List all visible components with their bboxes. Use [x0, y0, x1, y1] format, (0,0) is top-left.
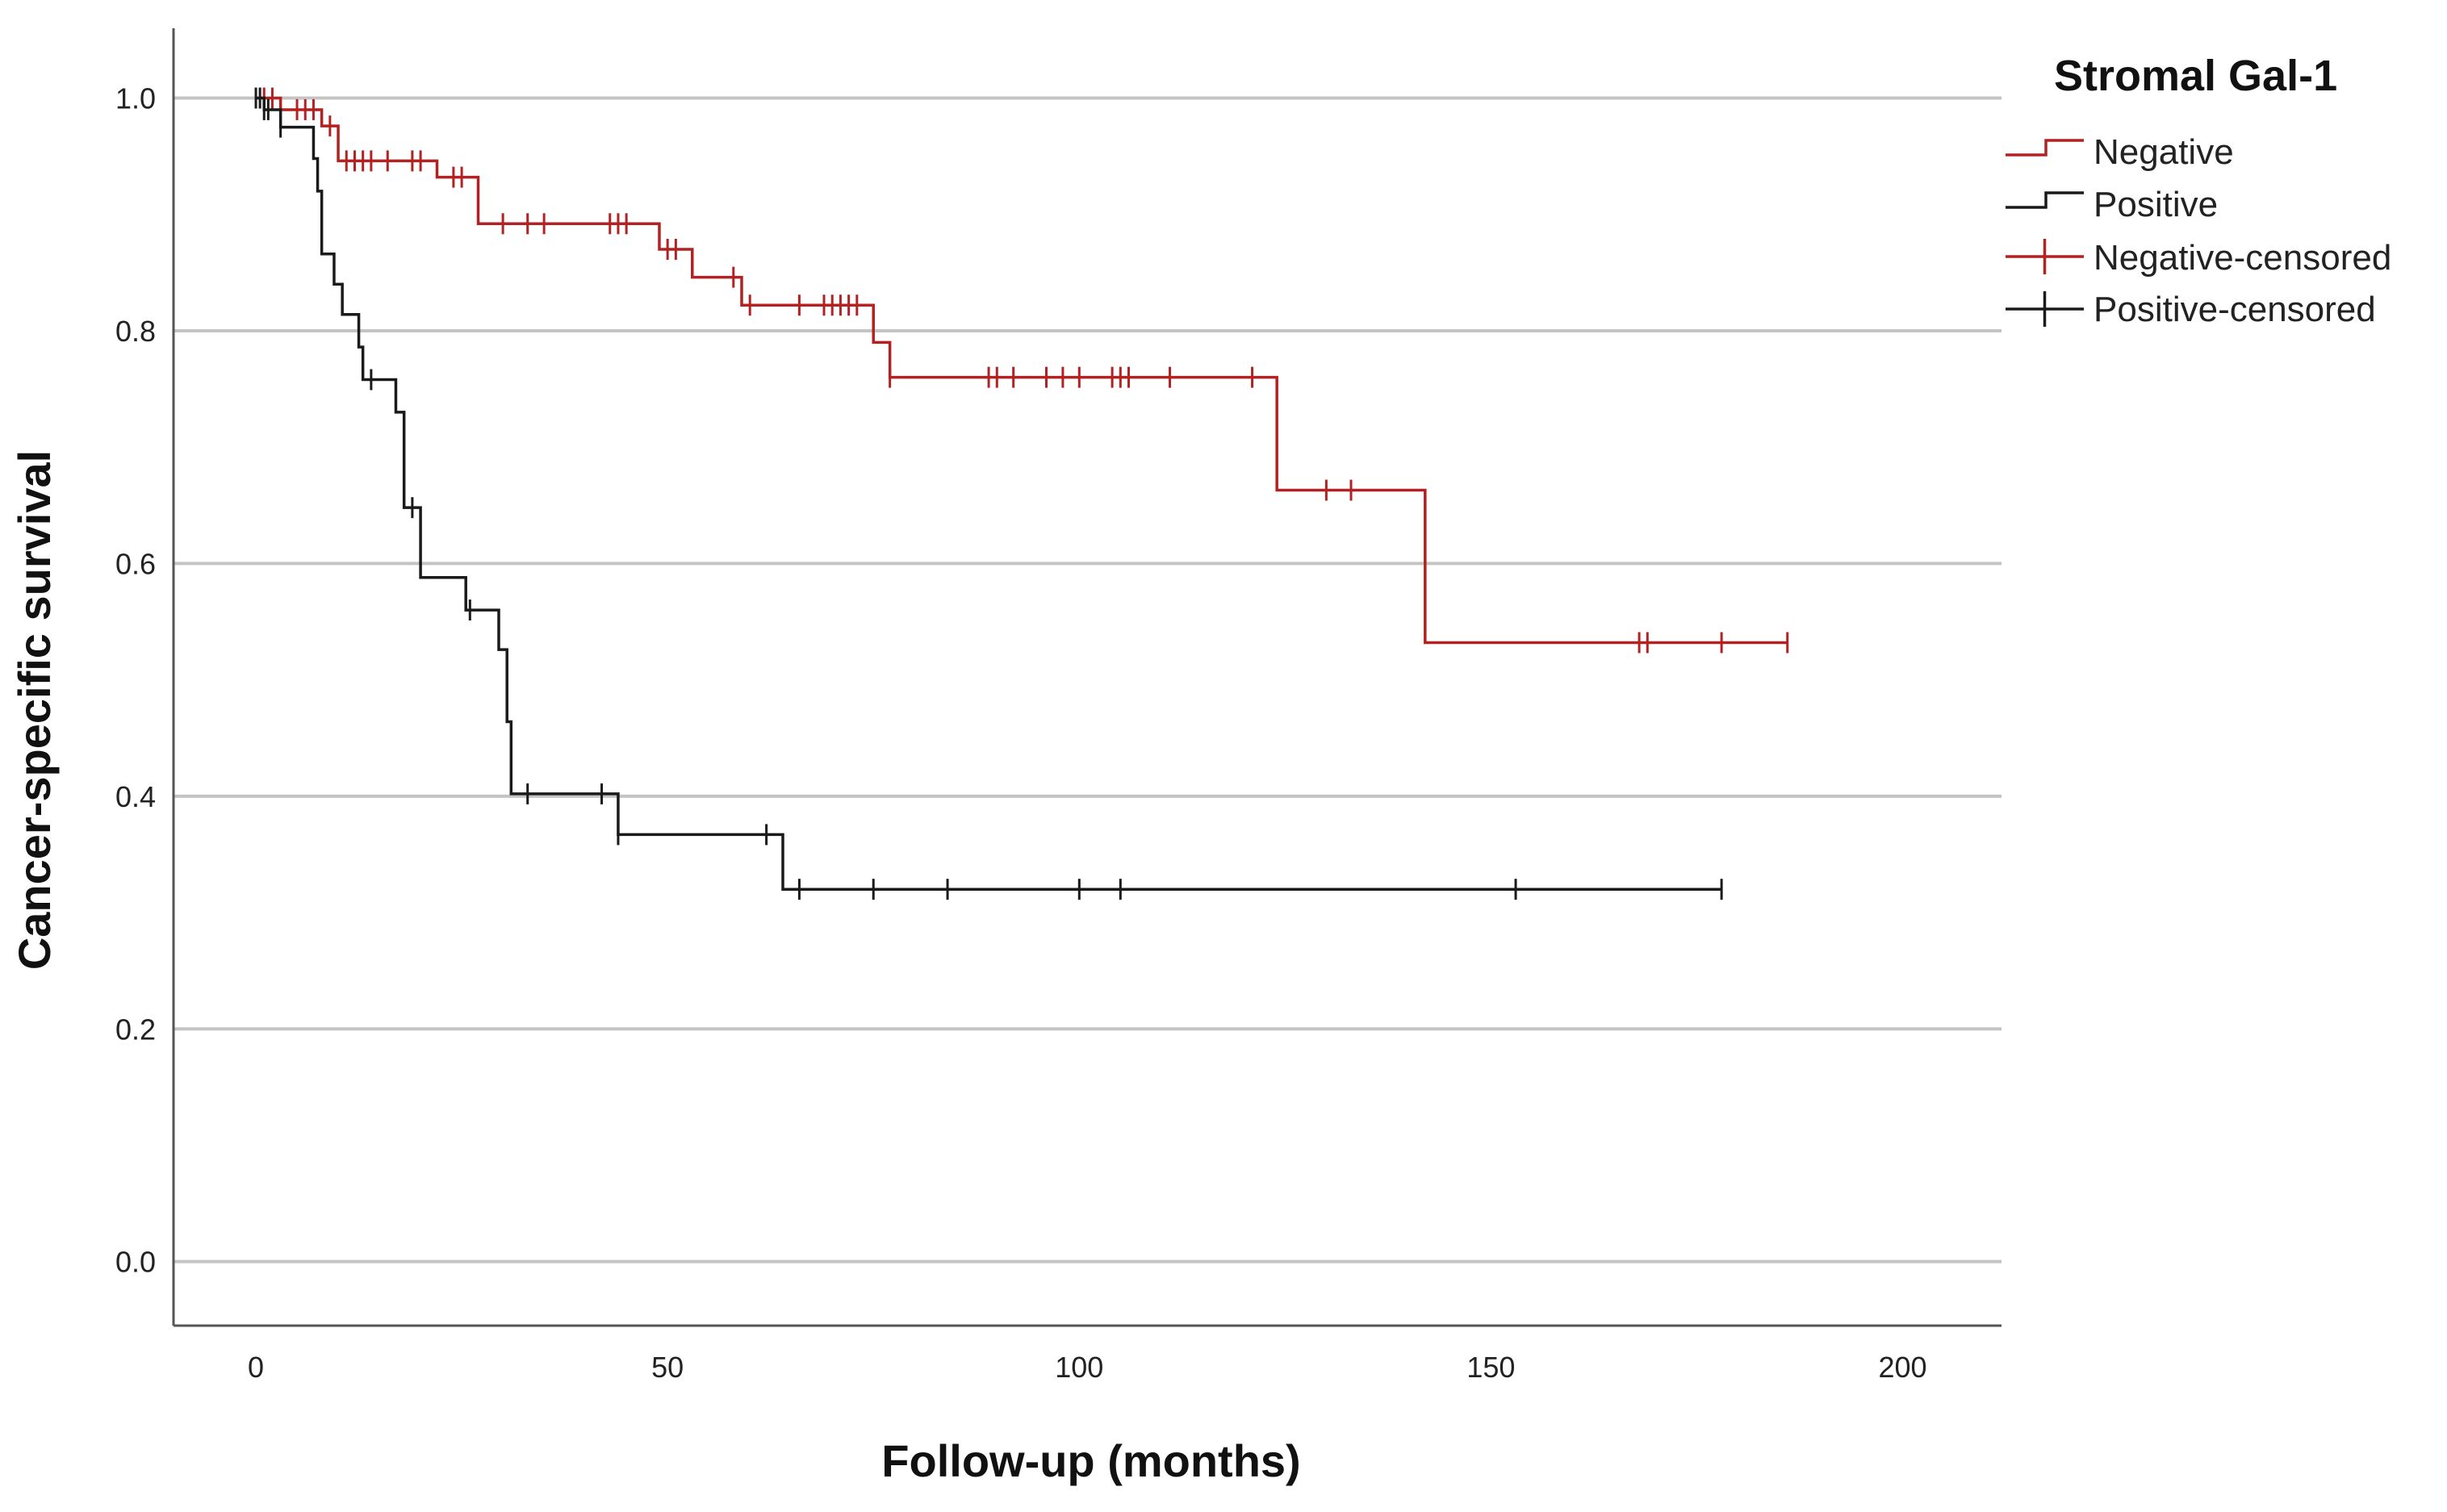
- y-tick-label: 0.0: [115, 1246, 156, 1279]
- legend-swatches: [2006, 139, 2084, 327]
- x-tick-label: 50: [651, 1351, 684, 1384]
- legend-label-positive-censored: Positive-censored: [2094, 290, 2376, 329]
- series-negative: [256, 87, 1789, 654]
- y-tick-label: 0.4: [115, 780, 156, 813]
- legend-label-negative: Negative: [2094, 132, 2234, 172]
- tick-labels: 0.0 0.2 0.4 0.6 0.8 1.0 0 50 100 150 200: [115, 82, 1927, 1384]
- legend: Stromal Gal-1 Negative Positive Negative…: [2006, 52, 2391, 329]
- series-layer: [254, 87, 1789, 900]
- y-tick-label: 0.2: [115, 1013, 156, 1046]
- x-tick-label: 150: [1466, 1351, 1515, 1384]
- legend-label-positive: Positive: [2094, 185, 2218, 224]
- x-tick-label: 200: [1879, 1351, 1927, 1384]
- y-tick-label: 0.8: [115, 315, 156, 348]
- legend-title: Stromal Gal-1: [2054, 52, 2337, 100]
- x-axis-title: Follow-up (months): [881, 1435, 1300, 1486]
- y-tick-label: 0.6: [115, 547, 156, 580]
- y-axis-title: Cancer-specific survival: [9, 450, 60, 970]
- series-positive: [254, 87, 1723, 900]
- legend-swatch-negative: [2006, 139, 2084, 157]
- survival-line-positive: [256, 96, 1722, 891]
- y-gridlines: [174, 96, 2002, 1263]
- survival-line-negative: [256, 96, 1788, 645]
- y-tick-label: 1.0: [115, 82, 156, 115]
- x-tick-label: 0: [248, 1351, 264, 1384]
- axes: [172, 28, 2002, 1327]
- legend-swatch-positive: [2006, 191, 2084, 209]
- legend-label-negative-censored: Negative-censored: [2094, 238, 2391, 278]
- x-tick-label: 100: [1055, 1351, 1103, 1384]
